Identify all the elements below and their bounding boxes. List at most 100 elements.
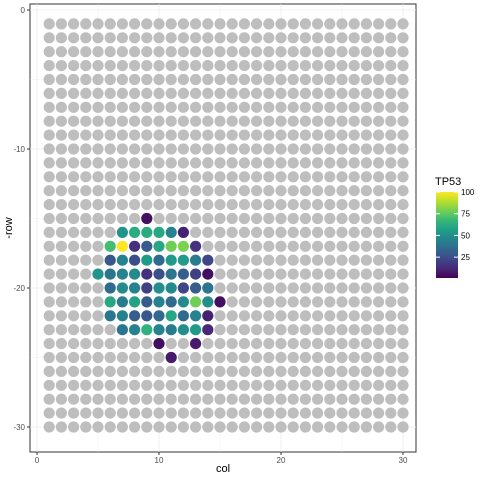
legend-title: TP53 <box>435 176 461 188</box>
background-point <box>263 338 275 350</box>
data-point <box>177 268 189 280</box>
background-point <box>177 199 189 211</box>
background-point <box>190 185 202 197</box>
background-point <box>397 101 409 113</box>
background-point <box>238 338 250 350</box>
background-point <box>385 115 397 127</box>
background-point <box>397 365 409 377</box>
background-point <box>116 338 128 350</box>
background-point <box>324 18 336 30</box>
background-point <box>324 87 336 99</box>
background-point <box>287 73 299 86</box>
background-point <box>360 254 372 266</box>
background-point <box>43 73 55 86</box>
data-point <box>116 324 128 336</box>
background-point <box>68 199 80 211</box>
background-point <box>153 421 165 433</box>
background-point <box>80 185 92 197</box>
background-point <box>238 407 250 419</box>
background-point <box>275 18 287 30</box>
background-point <box>238 282 250 294</box>
background-point <box>275 421 287 433</box>
background-point <box>336 324 348 336</box>
background-point <box>324 226 336 238</box>
background-point <box>55 157 67 169</box>
background-point <box>312 268 324 280</box>
background-point <box>190 87 202 99</box>
background-point <box>336 282 348 294</box>
background-point <box>251 421 263 433</box>
background-point <box>324 115 336 127</box>
background-point <box>263 60 275 72</box>
background-point <box>373 157 385 169</box>
background-point <box>312 199 324 211</box>
background-point <box>287 87 299 99</box>
background-point <box>336 407 348 419</box>
background-point <box>68 115 80 127</box>
background-point <box>177 379 189 391</box>
background-point <box>385 365 397 377</box>
background-point <box>263 296 275 308</box>
background-point <box>287 46 299 58</box>
background-point <box>104 143 116 155</box>
data-point <box>141 296 153 308</box>
background-point <box>202 365 214 377</box>
background-point <box>92 282 104 294</box>
background-point <box>55 73 67 86</box>
background-point <box>360 310 372 322</box>
background-point <box>324 296 336 308</box>
background-point <box>287 157 299 169</box>
background-point <box>202 157 214 169</box>
background-point <box>287 310 299 322</box>
x-tick-label: 10 <box>155 456 164 465</box>
background-point <box>299 129 311 141</box>
background-point <box>263 32 275 44</box>
background-point <box>251 324 263 336</box>
background-point <box>68 324 80 336</box>
background-point <box>116 129 128 141</box>
background-point <box>68 407 80 419</box>
background-point <box>55 115 67 127</box>
background-point <box>80 226 92 238</box>
background-point <box>68 421 80 433</box>
background-point <box>299 421 311 433</box>
background-point <box>141 393 153 405</box>
background-point <box>385 324 397 336</box>
background-point <box>116 199 128 211</box>
background-point <box>43 296 55 308</box>
background-point <box>43 226 55 238</box>
background-point <box>312 365 324 377</box>
background-point <box>129 379 141 391</box>
background-point <box>214 407 226 419</box>
background-point <box>153 379 165 391</box>
background-point <box>141 101 153 113</box>
background-point <box>287 268 299 280</box>
background-point <box>287 143 299 155</box>
background-point <box>226 421 238 433</box>
background-point <box>287 226 299 238</box>
background-point <box>324 101 336 113</box>
background-point <box>68 338 80 350</box>
background-point <box>226 115 238 127</box>
background-point <box>360 268 372 280</box>
background-point <box>226 254 238 266</box>
background-point <box>397 143 409 155</box>
background-point <box>214 324 226 336</box>
background-point <box>348 421 360 433</box>
background-point <box>153 407 165 419</box>
background-point <box>43 46 55 58</box>
background-point <box>68 185 80 197</box>
background-point <box>360 393 372 405</box>
background-point <box>348 268 360 280</box>
background-point <box>312 296 324 308</box>
data-point <box>116 254 128 266</box>
legend-tick-label: 100 <box>461 188 475 197</box>
background-point <box>348 365 360 377</box>
background-point <box>153 101 165 113</box>
background-point <box>92 199 104 211</box>
background-point <box>153 60 165 72</box>
background-point <box>336 240 348 252</box>
background-point <box>385 254 397 266</box>
background-point <box>80 115 92 127</box>
background-point <box>116 46 128 58</box>
